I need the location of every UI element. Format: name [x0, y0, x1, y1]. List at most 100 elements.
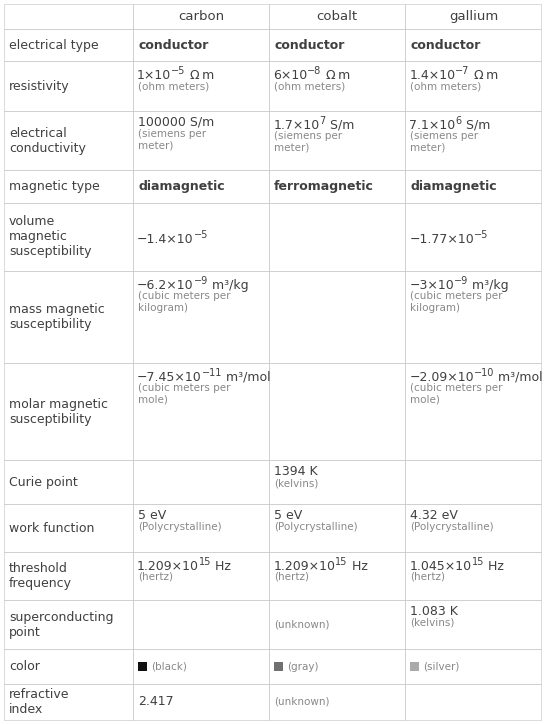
Bar — [4, 4, 133, 29]
Text: −7: −7 — [455, 67, 470, 76]
Text: −2.09×10: −2.09×10 — [410, 371, 474, 384]
Text: 2.417: 2.417 — [138, 695, 174, 708]
Bar — [405, 62, 542, 111]
Text: −1.77×10: −1.77×10 — [410, 233, 474, 246]
Text: −7.45×10: −7.45×10 — [137, 371, 202, 384]
Text: Ω m: Ω m — [322, 70, 350, 83]
Bar — [269, 111, 405, 170]
Bar — [133, 170, 269, 203]
Bar — [405, 504, 542, 552]
Text: (siemens per
meter): (siemens per meter) — [138, 129, 206, 151]
Text: refractive
index: refractive index — [9, 688, 69, 716]
Bar — [269, 62, 405, 111]
Bar — [4, 272, 133, 363]
Bar — [405, 460, 542, 504]
Text: gallium: gallium — [449, 10, 498, 23]
Text: (siemens per
meter): (siemens per meter) — [411, 131, 478, 153]
Text: (gray): (gray) — [287, 662, 319, 672]
Text: −10: −10 — [474, 368, 494, 378]
Text: 1.045×10: 1.045×10 — [410, 560, 472, 573]
Bar — [405, 29, 542, 62]
Text: color: color — [9, 660, 40, 673]
Text: (Polycrystalline): (Polycrystalline) — [411, 522, 494, 532]
Text: Ω m: Ω m — [470, 70, 498, 83]
Text: mass magnetic
susceptibility: mass magnetic susceptibility — [9, 303, 105, 331]
Text: Curie point: Curie point — [9, 476, 78, 489]
Bar — [133, 203, 269, 272]
Text: (hertz): (hertz) — [274, 572, 309, 582]
Text: 15: 15 — [335, 557, 348, 567]
Bar — [4, 363, 133, 460]
Text: (cubic meters per
mole): (cubic meters per mole) — [411, 383, 503, 405]
Text: superconducting
point: superconducting point — [9, 610, 114, 639]
Text: volume
magnetic
susceptibility: volume magnetic susceptibility — [9, 216, 92, 258]
Text: (cubic meters per
mole): (cubic meters per mole) — [138, 383, 230, 405]
Bar — [133, 504, 269, 552]
Text: (ohm meters): (ohm meters) — [138, 81, 209, 91]
Text: m³/kg: m³/kg — [208, 279, 248, 292]
Bar — [4, 170, 133, 203]
Bar — [269, 649, 405, 683]
Text: 1.209×10: 1.209×10 — [137, 560, 199, 573]
Text: (hertz): (hertz) — [411, 572, 446, 582]
Text: 7: 7 — [319, 116, 326, 126]
Text: −6.2×10: −6.2×10 — [137, 279, 194, 292]
Text: (siemens per
meter): (siemens per meter) — [274, 131, 342, 153]
Bar — [405, 649, 542, 683]
Text: (kelvins): (kelvins) — [411, 618, 455, 628]
Bar — [405, 170, 542, 203]
Text: (ohm meters): (ohm meters) — [411, 81, 482, 91]
Bar — [4, 460, 133, 504]
Bar — [269, 4, 405, 29]
Text: 1.209×10: 1.209×10 — [273, 560, 335, 573]
Bar — [133, 272, 269, 363]
Bar — [405, 4, 542, 29]
Text: work function: work function — [9, 521, 94, 534]
Bar — [133, 460, 269, 504]
Text: 1.7×10: 1.7×10 — [273, 119, 319, 132]
Text: conductor: conductor — [274, 38, 345, 51]
Bar — [4, 29, 133, 62]
Text: 6: 6 — [455, 116, 462, 126]
Text: diamagnetic: diamagnetic — [411, 180, 497, 193]
Text: (ohm meters): (ohm meters) — [274, 81, 346, 91]
Bar — [4, 552, 133, 599]
Bar — [133, 29, 269, 62]
Bar — [269, 599, 405, 649]
Text: Ω m: Ω m — [186, 70, 214, 83]
Bar — [269, 460, 405, 504]
Bar — [133, 683, 269, 720]
Bar — [411, 662, 419, 671]
Text: resistivity: resistivity — [9, 80, 70, 93]
Bar — [4, 62, 133, 111]
Bar — [133, 62, 269, 111]
Text: −8: −8 — [307, 67, 322, 76]
Text: 100000 S/m: 100000 S/m — [138, 116, 215, 129]
Text: (unknown): (unknown) — [274, 620, 330, 630]
Text: conductor: conductor — [411, 38, 480, 51]
Text: ferromagnetic: ferromagnetic — [274, 180, 374, 193]
Bar — [4, 111, 133, 170]
Text: S/m: S/m — [462, 119, 490, 132]
Text: m³/mol: m³/mol — [494, 371, 543, 384]
Bar — [405, 272, 542, 363]
Text: electrical type: electrical type — [9, 38, 99, 51]
Bar — [133, 363, 269, 460]
Text: m³/mol: m³/mol — [222, 371, 271, 384]
Text: 4.32 eV: 4.32 eV — [411, 509, 458, 522]
Text: (Polycrystalline): (Polycrystalline) — [274, 522, 358, 532]
Bar — [4, 504, 133, 552]
Bar — [4, 599, 133, 649]
Bar — [138, 662, 147, 671]
Text: Hz: Hz — [484, 560, 504, 573]
Bar — [269, 203, 405, 272]
Text: m³/kg: m³/kg — [468, 279, 509, 292]
Text: −5: −5 — [194, 230, 208, 240]
Text: magnetic type: magnetic type — [9, 180, 100, 193]
Text: −5: −5 — [474, 230, 489, 240]
Text: (hertz): (hertz) — [138, 572, 173, 582]
Text: 1394 K: 1394 K — [274, 466, 318, 479]
Bar — [269, 504, 405, 552]
Text: 7.1×10: 7.1×10 — [410, 119, 455, 132]
Text: 5 eV: 5 eV — [138, 509, 167, 522]
